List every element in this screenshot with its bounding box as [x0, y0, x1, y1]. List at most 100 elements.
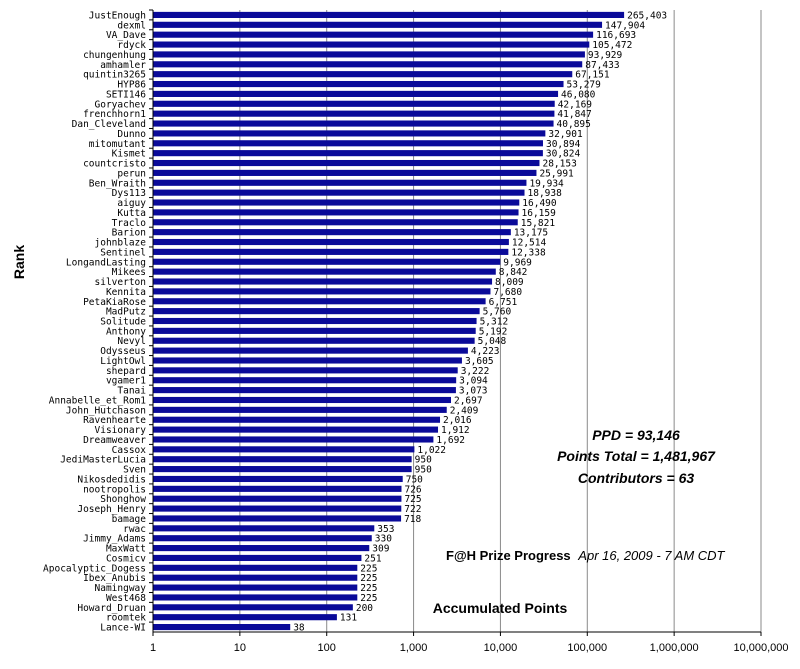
value-label: 53,279: [567, 80, 602, 91]
value-label: 1,022: [417, 445, 446, 456]
value-label: 30,894: [546, 139, 581, 150]
value-label: 3,222: [461, 366, 490, 377]
value-label: 32,901: [548, 129, 583, 140]
value-label: 9,969: [503, 257, 532, 268]
x-tick-label: 1,000,000: [650, 642, 699, 654]
bar: [153, 554, 362, 562]
bar: [153, 288, 491, 295]
category-label: Lance-WI: [100, 623, 146, 634]
bar: [153, 387, 456, 394]
category-label: MaxWatt: [106, 544, 146, 555]
category-label: amhamler: [100, 60, 146, 71]
category-labels: JustEnoughdexmlVA_Daverdyckchungenhungam…: [43, 9, 153, 634]
bar: [153, 100, 555, 107]
category-label: Apocalyptic_Dogess: [43, 563, 146, 574]
bar: [153, 140, 543, 147]
bar: [153, 485, 402, 492]
value-label: 116,693: [596, 30, 636, 41]
category-label: Howard_Druan: [77, 603, 146, 614]
bar: [153, 396, 451, 404]
value-label: 5,192: [479, 326, 508, 337]
bar: [153, 515, 402, 522]
category-label: frenchhorn1: [83, 109, 146, 120]
x-tick-label: 100: [318, 642, 336, 654]
contributors-annotation: Contributors = 63: [578, 470, 695, 486]
value-label: 5,760: [483, 307, 512, 318]
category-label: silverton: [95, 277, 146, 288]
category-label: Anthony: [106, 326, 146, 337]
category-label: nootropolis: [83, 484, 146, 495]
value-label: 8,009: [495, 277, 524, 288]
value-label: 28,153: [542, 159, 576, 170]
x-axis-ticks: 1 10 100 1,000 10,000 100,000 1,000,000 10,000,…: [150, 632, 789, 654]
value-label: 4,223: [471, 346, 500, 357]
ppd-annotation: PPD = 93,146: [592, 427, 680, 443]
bar: [153, 11, 625, 18]
bar: [153, 367, 458, 374]
category-label: Traclo: [112, 218, 147, 229]
bar: [153, 594, 358, 601]
value-label: 40,895: [557, 119, 591, 130]
bar: [153, 337, 475, 344]
category-label: Dan_Cleveland: [72, 119, 146, 130]
category-label: Barion: [112, 228, 146, 239]
bar: [153, 159, 540, 167]
bar: [153, 614, 337, 621]
progress-date: Apr 16, 2009 - 7 AM CDT: [577, 548, 725, 563]
bar: [153, 189, 525, 196]
value-label: 5,312: [480, 317, 509, 328]
category-label: Sentinel: [100, 247, 146, 258]
category-label: Namingway: [95, 583, 147, 594]
value-label: 15,821: [521, 218, 556, 229]
y-axis-label: Rank: [11, 245, 27, 279]
category-label: JediMasterLucia: [60, 455, 146, 466]
bar: [153, 130, 546, 137]
x-tick-label: 100,000: [567, 642, 607, 654]
category-label: rwac: [123, 524, 146, 535]
category-label: bamage: [112, 514, 147, 525]
value-label: 16,490: [522, 198, 557, 209]
progress-title: F@H Prize Progress: [446, 548, 571, 563]
category-label: Mikees: [112, 267, 146, 278]
category-label: Ravenhearte: [83, 415, 146, 426]
category-label: countcristo: [83, 159, 146, 170]
value-label: 18,938: [528, 188, 563, 199]
value-label: 2,697: [454, 395, 483, 406]
bar: [153, 317, 477, 325]
bar: [153, 505, 402, 512]
category-label: John_Hutchason: [66, 405, 146, 416]
value-label: 12,514: [512, 238, 547, 249]
bar: [153, 90, 559, 97]
bar: [153, 456, 412, 463]
x-tick-label: 1: [150, 642, 156, 654]
category-label: Nevyl: [117, 336, 146, 347]
bar: [153, 268, 496, 275]
bar: [153, 406, 447, 413]
value-label: 147,904: [605, 20, 645, 31]
category-label: JustEnough: [89, 10, 146, 21]
value-label: 726: [404, 484, 421, 495]
bar: [153, 80, 564, 88]
bar: [153, 41, 590, 48]
value-label: 12,338: [511, 247, 546, 258]
value-label: 2,409: [450, 405, 479, 416]
bar: [153, 278, 493, 285]
category-label: Solitude: [100, 317, 146, 328]
value-label: 41,847: [557, 109, 591, 120]
value-label: 1,912: [441, 425, 470, 436]
bar: [153, 248, 509, 255]
bar: [153, 169, 537, 176]
value-label: 353: [377, 524, 394, 535]
bar: [153, 357, 462, 364]
category-label: PetaKiaRose: [83, 297, 146, 308]
bar: [153, 219, 518, 226]
value-label: 67,151: [575, 70, 610, 81]
category-label: Dunno: [117, 129, 146, 140]
bar: [153, 564, 358, 571]
value-label: 225: [360, 573, 377, 584]
category-label: chungenhung: [83, 50, 146, 61]
category-label: vgamer1: [106, 376, 146, 387]
x-tick-label: 10: [234, 642, 246, 654]
bar: [153, 584, 358, 591]
